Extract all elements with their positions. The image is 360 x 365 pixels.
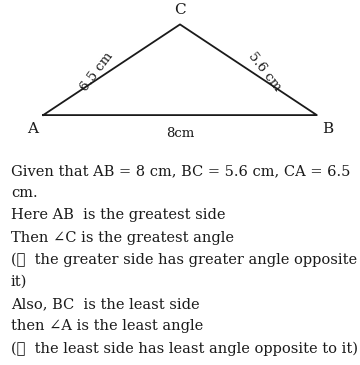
Text: 5.6 cm: 5.6 cm — [246, 50, 284, 93]
Text: then ∠A is the least angle: then ∠A is the least angle — [11, 319, 203, 334]
Text: C: C — [174, 3, 186, 18]
Text: (∴  the greater side has greater angle opposite to: (∴ the greater side has greater angle op… — [11, 253, 360, 267]
Text: Given that AB = 8 cm, BC = 5.6 cm, CA = 6.5: Given that AB = 8 cm, BC = 5.6 cm, CA = … — [11, 164, 350, 178]
Text: B: B — [322, 122, 333, 136]
Text: A: A — [27, 122, 38, 136]
Text: Then ∠C is the greatest angle: Then ∠C is the greatest angle — [11, 231, 234, 245]
Text: cm.: cm. — [11, 186, 37, 200]
Text: (∴  the least side has least angle opposite to it): (∴ the least side has least angle opposi… — [11, 342, 358, 356]
Text: Also, BC  is the least side: Also, BC is the least side — [11, 297, 199, 311]
Text: 8cm: 8cm — [166, 127, 194, 140]
Text: it): it) — [11, 275, 27, 289]
Text: 6.5 cm: 6.5 cm — [78, 50, 116, 93]
Text: Here AB  is the greatest side: Here AB is the greatest side — [11, 208, 225, 222]
